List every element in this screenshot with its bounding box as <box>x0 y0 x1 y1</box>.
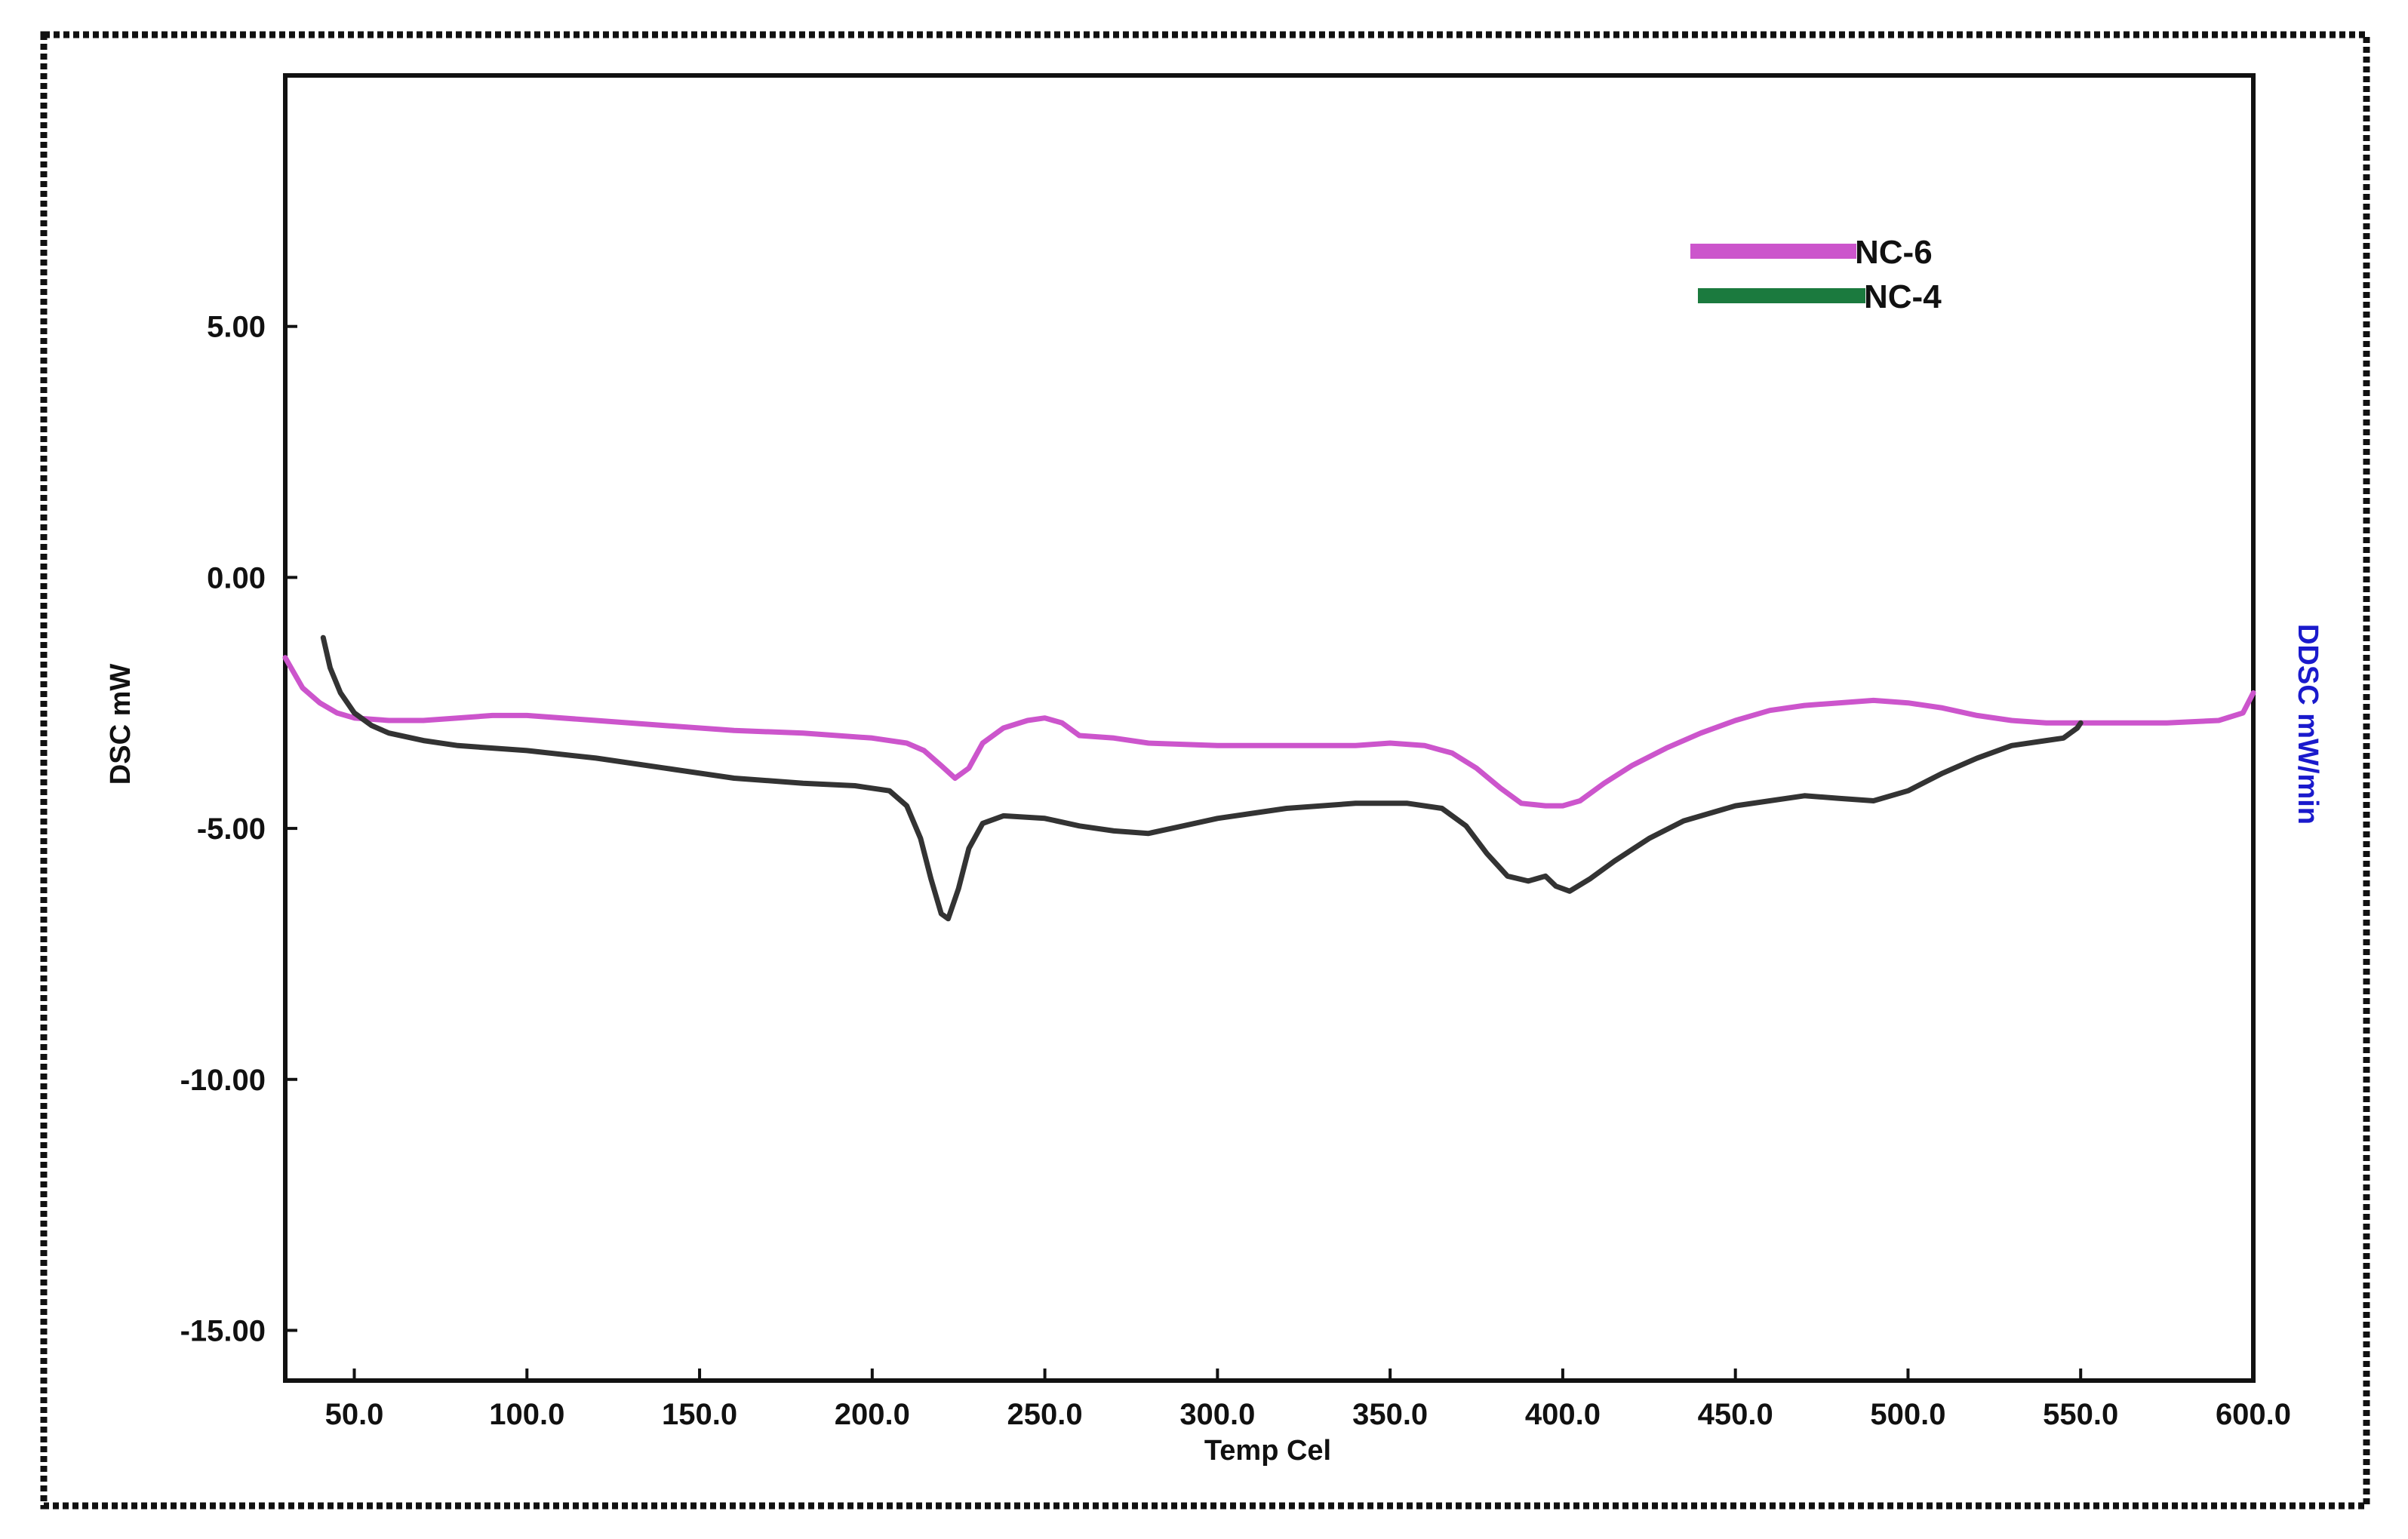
x-tick-label: 500.0 <box>1870 1398 1945 1431</box>
x-tick-label: 550.0 <box>2043 1398 2118 1431</box>
x-tick-label: 50.0 <box>325 1398 384 1431</box>
y-axis-ticks: 5.00 0.00 -5.00 -10.00 -15.00 <box>180 311 297 1347</box>
x-axis-title: Temp Cel <box>1204 1435 1331 1467</box>
x-tick-label: 250.0 <box>1007 1398 1083 1431</box>
x-tick-label: 600.0 <box>2216 1398 2291 1431</box>
y-tick-label: -5.00 <box>197 813 266 846</box>
y2-axis-title: DDSC mW/min <box>2292 624 2323 825</box>
x-tick-label: 350.0 <box>1352 1398 1428 1431</box>
x-tick-label: 450.0 <box>1698 1398 1773 1431</box>
legend-label-nc4: NC-4 <box>1864 278 1942 315</box>
x-tick-label: 200.0 <box>835 1398 910 1431</box>
series-layer <box>282 634 2256 922</box>
y-tick-label: 5.00 <box>207 311 266 344</box>
x-tick-label: 100.0 <box>489 1398 564 1431</box>
x-tick-label: 300.0 <box>1179 1398 1255 1431</box>
plot-frame <box>283 73 2256 1383</box>
series-line-nc-4 <box>320 634 2084 922</box>
y-tick-label: -15.00 <box>180 1314 266 1347</box>
y-axis-title: DSC mW <box>105 664 137 785</box>
outer-border <box>40 31 2370 1510</box>
y-tick-label: -10.00 <box>180 1064 266 1097</box>
x-tick-label: 150.0 <box>662 1398 737 1431</box>
y-tick-label: 0.00 <box>207 561 266 594</box>
x-tick-label: 400.0 <box>1525 1398 1601 1431</box>
x-axis-ticks: 50.0 100.0 150.0 200.0 250.0 300.0 350.0 400.0 4… <box>325 1369 2291 1431</box>
series-line-nc-6 <box>282 655 2256 809</box>
legend-label-nc6: NC-6 <box>1855 234 1933 271</box>
legend: NC-6 NC-4 <box>1690 234 1942 315</box>
